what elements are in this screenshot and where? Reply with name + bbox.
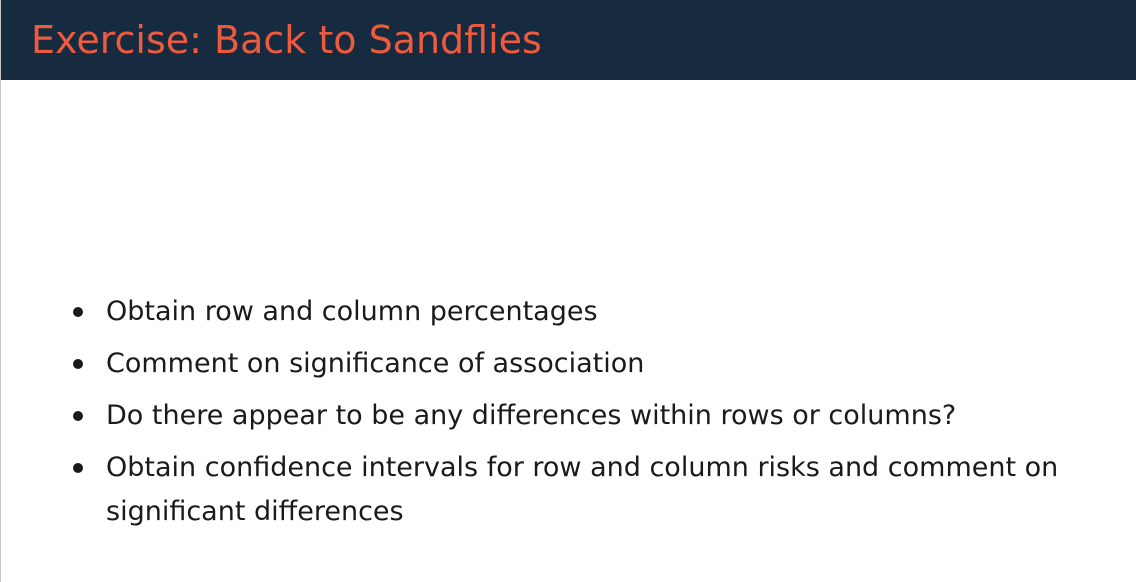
bullet-point-icon — [73, 463, 83, 473]
bullet-text: Comment on significance of association — [106, 348, 645, 379]
slide-header: Exercise: Back to Sandflies — [1, 0, 1136, 80]
bullet-point-icon — [73, 411, 83, 421]
bullet-point-icon — [73, 307, 83, 317]
bullet-list: Obtain row and column percentages Commen… — [71, 290, 1121, 542]
bullet-item: Do there appear to be any differences wi… — [71, 394, 1121, 438]
bullet-point-icon — [73, 359, 83, 369]
bullet-item: Comment on significance of association — [71, 342, 1121, 386]
bullet-item: Obtain confidence intervals for row and … — [71, 446, 1121, 534]
slide-title: Exercise: Back to Sandflies — [31, 18, 542, 62]
bullet-text: Obtain confidence intervals for row and … — [106, 452, 1059, 527]
bullet-text: Do there appear to be any differences wi… — [106, 400, 957, 431]
bullet-item: Obtain row and column percentages — [71, 290, 1121, 334]
bullet-text: Obtain row and column percentages — [106, 296, 598, 327]
